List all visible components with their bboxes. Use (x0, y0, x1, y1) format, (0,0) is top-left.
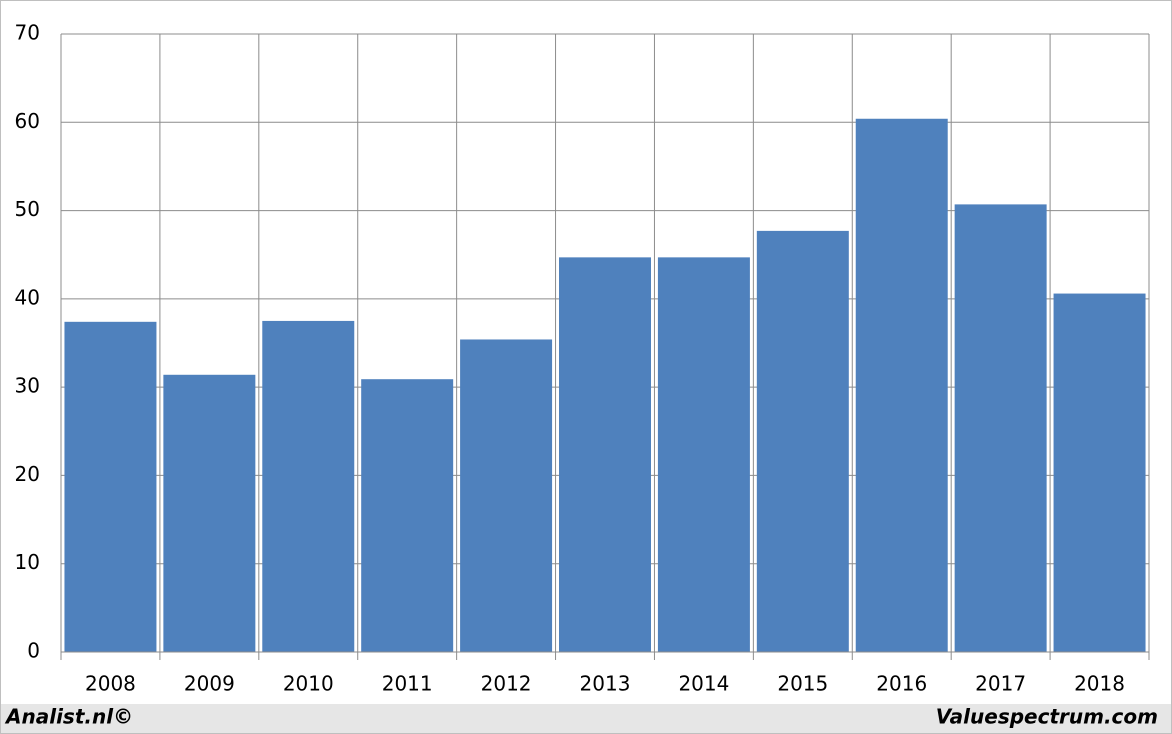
x-tick-label: 2008 (85, 672, 136, 696)
y-tick-label: 40 (15, 285, 40, 309)
y-tick-label: 50 (15, 197, 40, 221)
x-tick-label: 2015 (777, 672, 828, 696)
y-tick-label: 0 (27, 639, 40, 663)
y-tick-label: 70 (15, 21, 40, 45)
x-tick-label: 2011 (382, 672, 433, 696)
y-tick-label: 20 (15, 462, 40, 486)
bar (657, 257, 750, 652)
y-tick-label: 30 (15, 374, 40, 398)
bar (954, 204, 1047, 653)
x-tick-label: 2018 (1074, 672, 1125, 696)
x-tick-label: 2014 (678, 672, 729, 696)
x-tick-label: 2012 (481, 672, 532, 696)
bar (361, 379, 454, 652)
bar (1053, 293, 1146, 652)
bar (460, 339, 553, 652)
x-tick-label: 2013 (580, 672, 631, 696)
y-tick-label: 60 (15, 109, 40, 133)
footer-left: Analist.nl© (4, 705, 133, 729)
footer-band (1, 704, 1171, 733)
bar (163, 374, 256, 652)
bar (756, 230, 849, 652)
footer-right: Valuespectrum.com (936, 705, 1158, 729)
bar (262, 320, 355, 652)
bar (64, 321, 157, 652)
bar (559, 257, 651, 652)
x-tick-label: 2017 (975, 672, 1026, 696)
x-tick-label: 2016 (876, 672, 927, 696)
x-tick-label: 2010 (283, 672, 334, 696)
bar (855, 118, 948, 653)
y-tick-label: 10 (15, 550, 40, 574)
x-tick-label: 2009 (184, 672, 235, 696)
